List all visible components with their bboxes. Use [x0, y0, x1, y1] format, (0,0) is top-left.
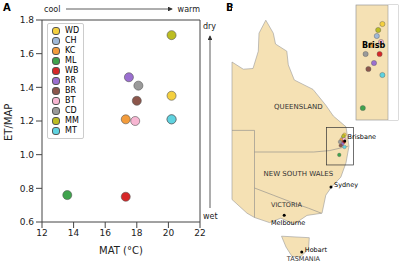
- svg-text:1.6: 1.6: [20, 49, 35, 59]
- svg-text:Brisb: Brisb: [362, 41, 386, 50]
- svg-text:1.0: 1.0: [20, 150, 35, 160]
- svg-text:dry: dry: [203, 22, 216, 31]
- svg-text:1.8: 1.8: [20, 15, 35, 25]
- html-text:KC: KC: [65, 46, 76, 55]
- svg-text:18: 18: [131, 228, 143, 238]
- svg-text:Brisbane: Brisbane: [348, 133, 377, 141]
- html-text:MT: MT: [65, 126, 77, 135]
- html-text:CD: CD: [65, 106, 77, 115]
- svg-text:1.4: 1.4: [20, 83, 35, 93]
- svg-text:NEW SOUTH WALES: NEW SOUTH WALES: [264, 170, 334, 178]
- html-text:CH: CH: [65, 36, 77, 45]
- svg-text:ET/MAP: ET/MAP: [8, 104, 14, 141]
- svg-text:warm: warm: [178, 5, 201, 14]
- html-text:RR: RR: [65, 76, 77, 85]
- html-text:WD: WD: [65, 26, 80, 35]
- svg-text:Melbourne: Melbourne: [271, 219, 305, 227]
- svg-text:VICTORIA: VICTORIA: [271, 201, 302, 209]
- svg-text:22: 22: [194, 228, 205, 238]
- svg-text:12: 12: [36, 228, 47, 238]
- svg-text:MAT (°C): MAT (°C): [99, 245, 143, 256]
- html-text:BT: BT: [65, 96, 76, 105]
- svg-text:0.6: 0.6: [20, 217, 35, 227]
- svg-text:TASMANIA: TASMANIA: [286, 255, 321, 262]
- html-text:MM: MM: [65, 116, 79, 125]
- svg-text:20: 20: [163, 228, 175, 238]
- svg-text:16: 16: [99, 228, 111, 238]
- html-text:WB: WB: [65, 66, 79, 75]
- svg-text:Sydney: Sydney: [334, 181, 358, 189]
- svg-text:14: 14: [68, 228, 80, 238]
- svg-text:cool: cool: [44, 5, 60, 14]
- html-text:BR: BR: [65, 86, 76, 95]
- svg-text:0.8: 0.8: [20, 184, 35, 194]
- svg-text:Hobart: Hobart: [305, 246, 328, 254]
- svg-text:QUEENSLAND: QUEENSLAND: [274, 103, 323, 111]
- svg-text:wet: wet: [203, 212, 218, 221]
- html-text:ML: ML: [65, 56, 77, 65]
- svg-text:B: B: [226, 2, 234, 13]
- svg-text:1.2: 1.2: [20, 116, 34, 126]
- svg-text:A: A: [8, 2, 11, 13]
